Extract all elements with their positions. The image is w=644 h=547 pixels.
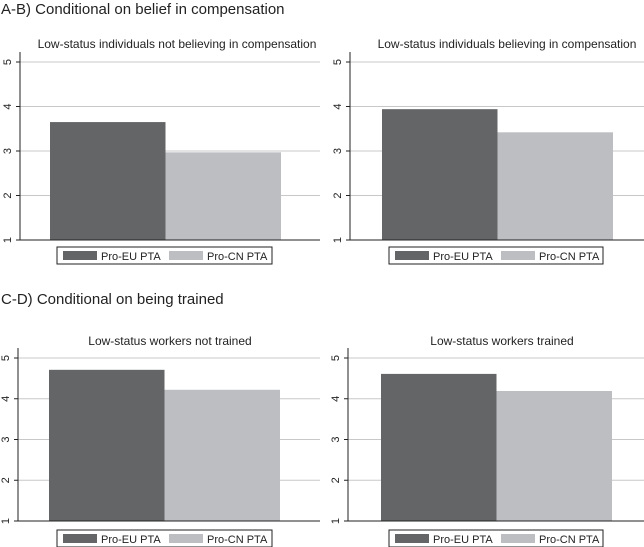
legend: Pro-EU PTA Pro-CN PTA <box>56 246 273 265</box>
chart-panel-2: Low-status workers not trained 1 2 3 4 5 Pro-E… <box>0 334 320 547</box>
y-tick-label: 1 <box>0 518 12 524</box>
legend-swatch <box>501 251 535 260</box>
y-tick-label: 5 <box>330 355 342 361</box>
chart-title: Low-status workers not trained <box>88 334 251 348</box>
legend-swatch <box>169 251 203 260</box>
legend-swatch <box>395 251 429 260</box>
y-tick-label: 5 <box>332 59 344 65</box>
legend-label: Pro-CN PTA <box>207 534 268 546</box>
legend: Pro-EU PTA Pro-CN PTA <box>388 529 604 547</box>
y-tick-label: 2 <box>332 192 344 198</box>
bar-pro-eu <box>381 373 497 521</box>
legend-swatch <box>63 251 97 260</box>
legend-swatch <box>169 534 203 543</box>
section-heading-ab: A-B) Conditional on belief in compensati… <box>1 1 285 18</box>
legend-box <box>56 246 273 265</box>
legend-label: Pro-CN PTA <box>539 534 600 546</box>
y-tick-label: 1 <box>2 237 14 243</box>
legend-swatch <box>395 534 429 543</box>
y-tick-label: 5 <box>0 355 12 361</box>
legend-box <box>56 529 273 547</box>
legend-label: Pro-EU PTA <box>433 534 493 546</box>
y-tick-label: 3 <box>330 436 342 442</box>
bar-pro-eu <box>50 122 166 240</box>
chart-panel-1: Low-status individuals believing in comp… <box>332 37 644 265</box>
legend-label: Pro-CN PTA <box>207 251 268 263</box>
y-tick-label: 4 <box>330 396 342 402</box>
chart-title: Low-status individuals not believing in … <box>38 37 317 51</box>
legend-label: Pro-EU PTA <box>433 251 493 263</box>
legend-label: Pro-EU PTA <box>101 251 161 263</box>
bar-pro-cn <box>497 132 613 240</box>
bar-pro-cn <box>164 389 280 521</box>
bar-pro-cn <box>165 152 281 240</box>
legend-label: Pro-CN PTA <box>539 251 600 263</box>
legend-swatch <box>63 534 97 543</box>
y-tick-label: 2 <box>2 192 14 198</box>
legend: Pro-EU PTA Pro-CN PTA <box>388 246 604 265</box>
chart-title: Low-status individuals believing in comp… <box>378 37 637 51</box>
legend-label: Pro-EU PTA <box>101 534 161 546</box>
bar-pro-eu <box>49 369 165 521</box>
y-tick-label: 2 <box>330 477 342 483</box>
bar-pro-cn <box>496 391 612 521</box>
y-tick-label: 5 <box>2 59 14 65</box>
chart-panel-0: Low-status individuals not believing in … <box>2 37 320 265</box>
legend-box <box>388 529 604 547</box>
chart-panel-3: Low-status workers trained 1 2 3 4 5 Pro-EU PT… <box>330 334 644 547</box>
legend-box <box>388 246 604 265</box>
chart-title: Low-status workers trained <box>430 334 573 348</box>
bar-pro-eu <box>382 109 498 240</box>
section-heading-cd: C-D) Conditional on being trained <box>1 291 224 308</box>
legend: Pro-EU PTA Pro-CN PTA <box>56 529 273 547</box>
y-tick-label: 2 <box>0 477 12 483</box>
legend-swatch <box>501 534 535 543</box>
y-tick-label: 3 <box>2 148 14 154</box>
y-tick-label: 4 <box>332 103 344 109</box>
y-tick-label: 4 <box>0 396 12 402</box>
y-tick-label: 1 <box>332 237 344 243</box>
y-tick-label: 1 <box>330 518 342 524</box>
y-tick-label: 3 <box>0 436 12 442</box>
y-tick-label: 3 <box>332 148 344 154</box>
y-tick-label: 4 <box>2 103 14 109</box>
